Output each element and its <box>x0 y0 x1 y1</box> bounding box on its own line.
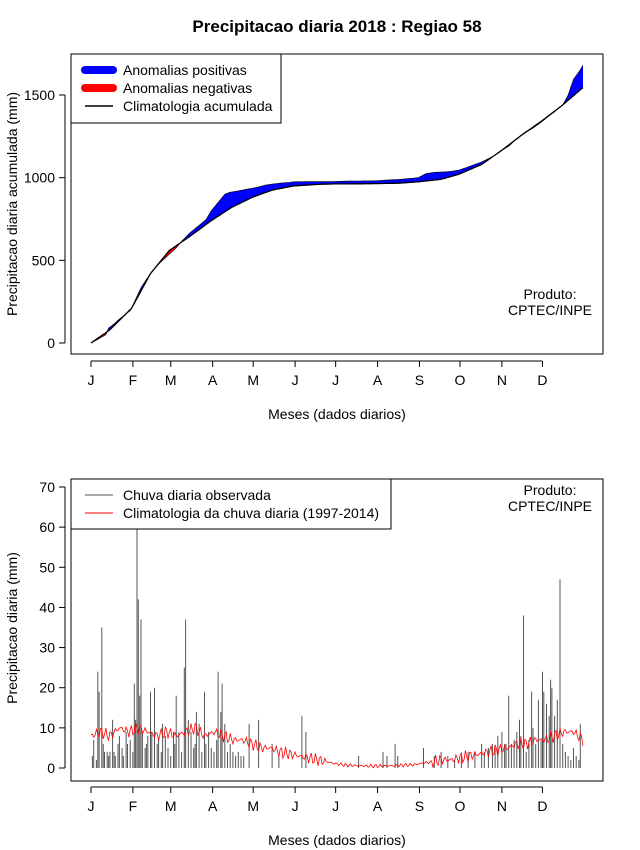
cumulative-xlabel: Meses (dados diarios) <box>268 406 406 422</box>
daily-y-tick-label: 10 <box>39 720 55 736</box>
daily-legend-box <box>70 478 392 530</box>
cumulative-credit-line1: Produto: <box>524 286 577 302</box>
daily-y-tick-label: 30 <box>39 640 55 656</box>
legend-negative-label: Anomalias negativas <box>123 80 252 96</box>
cumulative-x-tick-label: A <box>208 372 218 388</box>
daily-ylabel: Precipitacao diaria (mm) <box>4 552 20 704</box>
daily-x-tick-label: M <box>165 798 177 814</box>
daily-x-tick-label: A <box>373 798 383 814</box>
daily-x-tick-label: N <box>497 798 507 814</box>
daily-x-tick-label: O <box>455 798 466 814</box>
cumulative-x-tick-label: M <box>165 372 177 388</box>
cumulative-x-tick-label: S <box>415 372 424 388</box>
cumulative-x-tick-label: D <box>537 372 547 388</box>
cumulative-x-tick-label: A <box>373 372 383 388</box>
daily-chart: 0 10 20 30 40 50 60 70 J F M A M J J A S O N D Precipitaca… <box>4 478 604 848</box>
figure-title: Precipitacao diaria 2018 : Regiao 58 <box>192 17 481 36</box>
cumulative-x-tick-label: F <box>129 372 138 388</box>
daily-x-tick-label: F <box>129 798 138 814</box>
daily-y-tick-label: 0 <box>47 760 55 776</box>
cumulative-x-tick-label: J <box>88 372 95 388</box>
daily-y-tick-label: 50 <box>39 559 55 575</box>
daily-x-tick-label: M <box>247 798 259 814</box>
climatology-cumulative-line <box>90 87 584 344</box>
daily-credit-line1: Produto: <box>524 482 577 498</box>
cumulative-y-axis: 0 500 1000 1500 <box>24 87 66 351</box>
cumulative-y-tick-label: 1500 <box>24 87 55 103</box>
daily-bars-layer <box>91 515 581 768</box>
daily-y-tick-label: 60 <box>39 519 55 535</box>
cumulative-chart: 0 500 1000 1500 J F M A M J J A S O N D Precipitacao d… <box>4 53 604 422</box>
daily-xlabel: Meses (dados diarios) <box>268 832 406 848</box>
cumulative-credit-line2: CPTEC/INPE <box>508 302 592 318</box>
legend-positive-label: Anomalias positivas <box>123 62 247 78</box>
daily-y-tick-label: 20 <box>39 680 55 696</box>
daily-credit-line2: CPTEC/INPE <box>508 498 592 514</box>
cumulative-x-tick-label: J <box>292 372 299 388</box>
daily-y-axis: 0 10 20 30 40 50 60 70 <box>39 479 66 776</box>
cumulative-plot-frame <box>70 53 604 355</box>
daily-x-tick-label: A <box>208 798 218 814</box>
cumulative-y-tick-label: 500 <box>32 252 56 268</box>
daily-climatology-layer <box>90 722 584 769</box>
daily-x-tick-label: J <box>332 798 339 814</box>
cumulative-area-layer <box>90 65 584 344</box>
daily-legend: Chuva diaria observada Climatologia da c… <box>70 478 392 530</box>
daily-x-tick-label: J <box>292 798 299 814</box>
cumulative-x-tick-label: J <box>332 372 339 388</box>
legend-observed-label: Chuva diaria observada <box>123 487 271 503</box>
daily-y-tick-label: 40 <box>39 599 55 615</box>
daily-y-tick-label: 70 <box>39 479 55 495</box>
cumulative-x-tick-label: N <box>497 372 507 388</box>
cumulative-y-tick-label: 0 <box>47 335 55 351</box>
cumulative-ylabel: Precipitacao diaria acumulada (mm) <box>4 92 20 316</box>
cumulative-x-tick-label: O <box>455 372 466 388</box>
cumulative-x-tick-label: M <box>247 372 259 388</box>
daily-x-tick-label: D <box>537 798 547 814</box>
legend-climatology-label: Climatologia acumulada <box>123 98 273 114</box>
daily-x-tick-label: J <box>88 798 95 814</box>
daily-x-tick-label: S <box>415 798 424 814</box>
legend-clim-daily-label: Climatologia da chuva diaria (1997-2014) <box>123 505 379 521</box>
cumulative-y-tick-label: 1000 <box>24 170 55 186</box>
cumulative-legend: Anomalias positivas Anomalias negativas … <box>70 53 282 124</box>
climatology-daily-line <box>90 722 584 769</box>
